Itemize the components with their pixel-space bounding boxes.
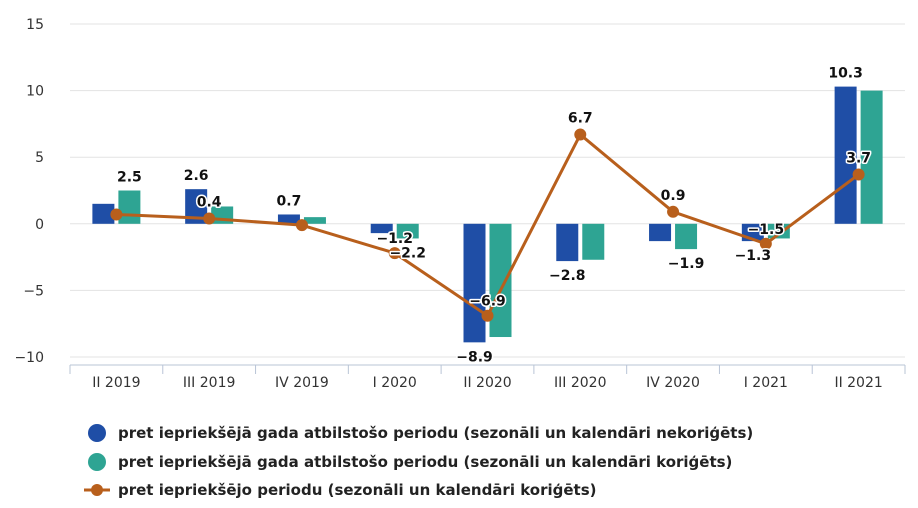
bar bbox=[185, 189, 208, 224]
y-axis: −10 −5 0 5 10 15 bbox=[14, 17, 44, 366]
legend-label: pret iepriekšējo periodu (sezonāli un ka… bbox=[118, 481, 596, 499]
x-tick-label: IV 2020 bbox=[646, 375, 700, 391]
data-label: −2.2 bbox=[389, 245, 426, 261]
bar bbox=[396, 223, 419, 239]
x-tick-label: III 2019 bbox=[183, 375, 235, 391]
legend-label: pret iepriekšējā gada atbilstošo periodu… bbox=[118, 424, 753, 442]
line-point bbox=[110, 208, 123, 221]
data-label: 2.5 bbox=[117, 170, 142, 186]
bar bbox=[277, 214, 300, 224]
y-tick-label: 10 bbox=[26, 84, 44, 100]
bar bbox=[118, 190, 141, 224]
bar bbox=[582, 223, 605, 260]
line-point bbox=[574, 128, 587, 141]
line-point bbox=[481, 309, 494, 322]
x-tick-label: IV 2019 bbox=[275, 375, 329, 391]
legend: pret iepriekšējā gada atbilstošo periodu… bbox=[84, 424, 753, 499]
data-label: −1.3 bbox=[735, 248, 772, 264]
data-label: 0.7 bbox=[277, 193, 302, 209]
bar bbox=[370, 223, 393, 234]
data-label: 3.7 bbox=[846, 151, 871, 167]
x-tick-label: I 2020 bbox=[373, 375, 417, 391]
line-series-group bbox=[110, 128, 865, 322]
bar bbox=[860, 90, 883, 224]
legend-label: pret iepriekšējā gada atbilstošo periodu… bbox=[118, 453, 732, 471]
data-label: −1.9 bbox=[668, 256, 705, 272]
data-label: −2.8 bbox=[549, 268, 586, 284]
bar bbox=[767, 223, 790, 239]
bar bbox=[92, 203, 115, 224]
x-tick-label: II 2019 bbox=[92, 375, 140, 391]
line-point bbox=[852, 168, 865, 181]
bar bbox=[463, 223, 486, 343]
line-point bbox=[203, 212, 216, 225]
y-tick-label: −10 bbox=[14, 350, 44, 366]
data-label: 0.4 bbox=[197, 194, 222, 210]
x-axis: II 2019 III 2019 IV 2019 I 2020 II 2020 III 2… bbox=[69, 364, 906, 391]
data-label: 0.9 bbox=[661, 188, 686, 204]
line-point bbox=[295, 219, 308, 232]
line-point bbox=[759, 237, 772, 250]
bar bbox=[303, 217, 326, 224]
y-tick-label: 5 bbox=[35, 150, 44, 166]
line-point bbox=[388, 247, 401, 260]
x-tick-label: II 2021 bbox=[834, 375, 882, 391]
data-label: −8.9 bbox=[456, 349, 493, 365]
bar bbox=[556, 223, 579, 262]
bar bbox=[675, 223, 698, 250]
legend-point-marker bbox=[91, 484, 103, 496]
bar bbox=[489, 223, 512, 338]
data-label: −1.2 bbox=[376, 231, 413, 247]
x-tick-label: I 2021 bbox=[744, 375, 788, 391]
legend-marker bbox=[88, 453, 106, 471]
data-label: 10.3 bbox=[828, 66, 863, 82]
y-tick-label: −5 bbox=[23, 283, 44, 299]
legend-marker bbox=[88, 424, 106, 442]
data-label: 6.7 bbox=[568, 111, 593, 127]
data-label: −1.5 bbox=[748, 222, 785, 238]
data-labels-group: 2.6 0.7 −8.9 −2.8 −1.3 10.3 2.5 −2.2 −1.9 0.4 −1.2… bbox=[115, 64, 872, 367]
x-tick-label: II 2020 bbox=[463, 375, 511, 391]
y-tick-label: 0 bbox=[35, 217, 44, 233]
bar bbox=[649, 223, 672, 242]
line-point bbox=[667, 205, 680, 218]
x-tick-label: III 2020 bbox=[554, 375, 606, 391]
y-tick-label: 15 bbox=[26, 17, 44, 33]
data-label: −6.9 bbox=[469, 294, 506, 310]
data-label: 2.6 bbox=[184, 168, 209, 184]
